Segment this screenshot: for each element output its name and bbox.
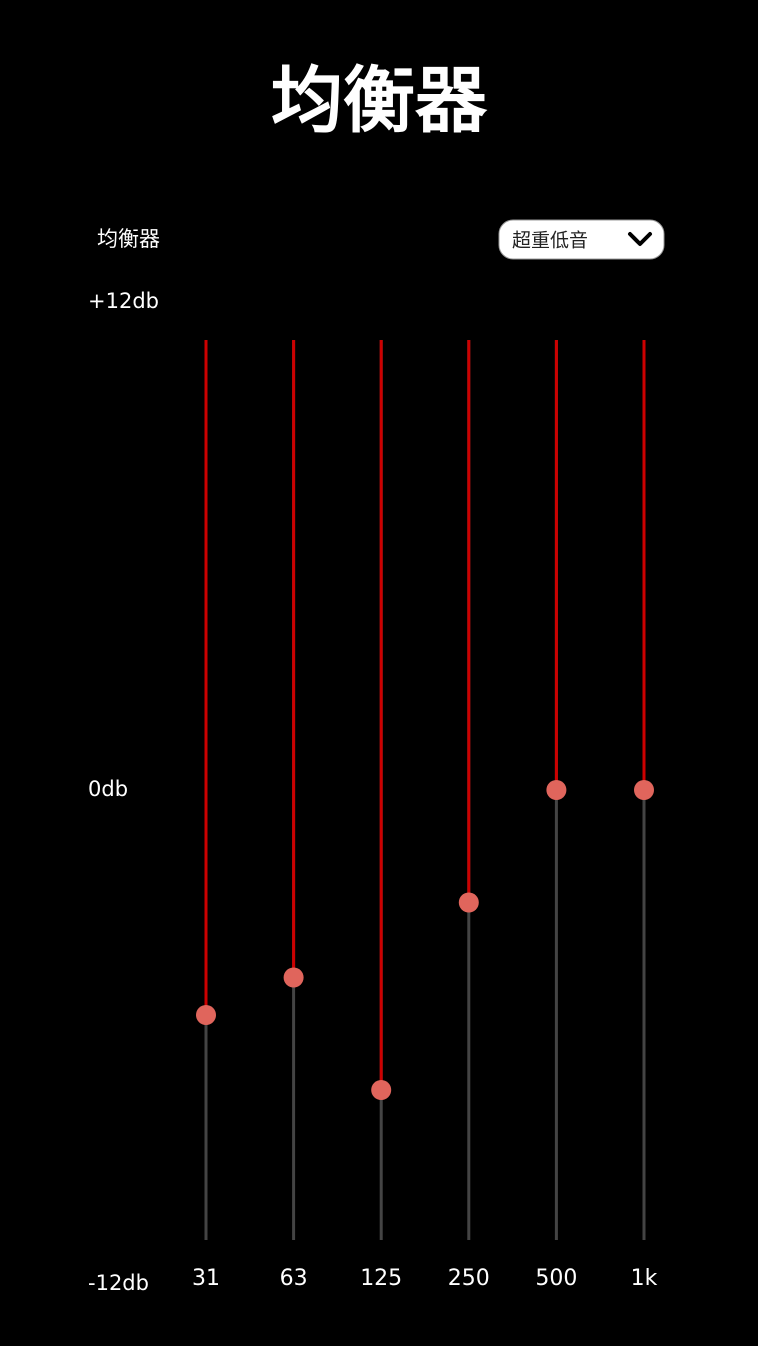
slider-knob[interactable] (283, 967, 304, 988)
slider-knob[interactable] (196, 1005, 216, 1025)
band-label: 1k (631, 1266, 658, 1291)
band-label: 125 (360, 1266, 402, 1291)
level-label: -12db (88, 1271, 149, 1295)
band-label: 500 (535, 1266, 577, 1291)
dropdown-box[interactable] (498, 219, 665, 260)
band-label: 250 (448, 1266, 490, 1291)
level-label: 0db (88, 777, 128, 801)
slider-knob[interactable] (371, 1080, 392, 1100)
slider-knob[interactable] (634, 780, 654, 800)
preset-dropdown[interactable]: 超重低音 (498, 219, 665, 260)
slider-knob[interactable] (546, 780, 567, 800)
page-title: 均衡器 (271, 59, 488, 143)
band-label: 63 (280, 1266, 308, 1291)
dropdown-chevron[interactable] (628, 232, 652, 246)
preset-label: 均衡器 (97, 227, 160, 251)
slider-knob[interactable] (458, 892, 479, 913)
level-label: +12db (88, 289, 159, 313)
dropdown-value[interactable]: 超重低音 (512, 230, 588, 252)
band-label: 31 (192, 1266, 220, 1291)
